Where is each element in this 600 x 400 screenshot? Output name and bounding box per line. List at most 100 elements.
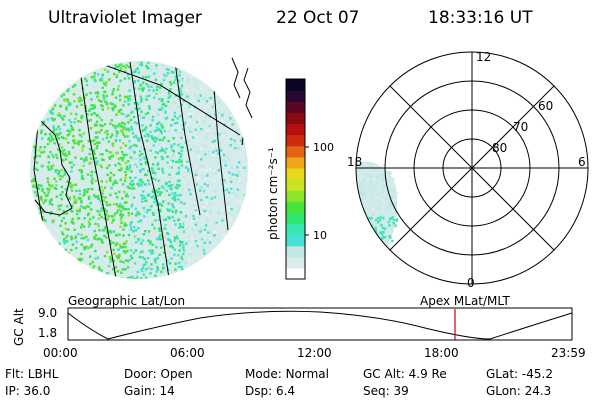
emission-speckle	[239, 181, 242, 184]
polar-speckle	[373, 194, 376, 197]
polar-speckle	[371, 177, 374, 180]
polar-speckle	[372, 173, 375, 176]
emission-speckle	[65, 154, 68, 157]
emission-speckle	[65, 212, 69, 215]
polar-speckle	[391, 239, 394, 243]
emission-speckle	[93, 236, 96, 239]
emission-speckle	[173, 236, 177, 239]
emission-speckle	[67, 104, 70, 107]
emission-speckle	[172, 81, 176, 84]
polar-speckle	[356, 242, 359, 245]
emission-speckle	[87, 195, 91, 199]
emission-speckle	[90, 174, 93, 177]
emission-speckle	[64, 227, 68, 231]
emission-speckle	[106, 129, 109, 133]
polar-speckle	[369, 180, 372, 184]
emission-speckle	[135, 213, 139, 216]
emission-speckle	[94, 156, 98, 160]
emission-speckle	[178, 223, 182, 226]
emission-speckle	[124, 242, 127, 245]
emission-speckle	[124, 144, 127, 147]
emission-speckle	[152, 89, 155, 92]
emission-speckle	[171, 196, 174, 200]
emission-speckle	[63, 173, 66, 176]
emission-speckle	[163, 110, 167, 113]
emission-speckle	[153, 243, 156, 246]
emission-speckle	[63, 212, 66, 215]
emission-speckle	[78, 193, 82, 196]
emission-speckle	[137, 184, 141, 188]
emission-speckle	[170, 274, 173, 277]
emission-speckle	[125, 193, 128, 196]
emission-speckle	[146, 192, 149, 195]
emission-speckle	[224, 126, 227, 129]
emission-speckle	[169, 176, 172, 180]
emission-speckle	[104, 100, 107, 103]
emission-speckle	[136, 122, 139, 125]
emission-speckle	[231, 123, 234, 126]
polar-speckle	[363, 164, 366, 167]
emission-speckle	[230, 166, 234, 169]
emission-speckle	[96, 141, 99, 144]
polar-speckle	[360, 175, 364, 179]
emission-speckle	[119, 218, 122, 221]
emission-speckle	[181, 146, 184, 149]
polar-speckle	[356, 182, 357, 185]
emission-speckle	[96, 238, 99, 241]
emission-speckle	[164, 218, 168, 221]
emission-speckle	[224, 120, 227, 124]
emission-speckle	[117, 162, 120, 165]
emission-speckle	[157, 128, 160, 131]
emission-speckle	[144, 183, 147, 186]
emission-speckle	[144, 112, 148, 116]
emission-speckle	[219, 178, 222, 181]
emission-speckle	[179, 95, 182, 98]
polar-speckle	[361, 191, 364, 195]
emission-speckle	[114, 105, 117, 108]
colorbar-cell	[286, 245, 305, 258]
emission-speckle	[134, 249, 138, 252]
emission-speckle	[170, 155, 173, 159]
emission-speckle	[173, 115, 176, 118]
emission-speckle	[168, 173, 171, 176]
emission-speckle	[81, 146, 85, 149]
emission-speckle	[178, 230, 181, 233]
emission-speckle	[171, 246, 174, 249]
emission-speckle	[170, 166, 173, 169]
emission-speckle	[87, 197, 91, 201]
emission-speckle	[181, 188, 184, 191]
emission-speckle	[162, 187, 165, 190]
emission-speckle	[128, 164, 132, 167]
emission-speckle	[214, 133, 217, 136]
emission-speckle	[148, 249, 151, 252]
polar-speckle	[356, 187, 358, 190]
emission-speckle	[206, 132, 209, 135]
emission-speckle	[162, 76, 166, 80]
emission-speckle	[149, 149, 153, 152]
emission-speckle	[117, 168, 121, 172]
emission-speckle	[143, 210, 146, 213]
polar-speckle	[380, 224, 383, 227]
emission-speckle	[173, 219, 176, 222]
emission-speckle	[69, 124, 73, 127]
emission-speckle	[140, 61, 143, 64]
emission-speckle	[147, 169, 150, 173]
emission-speckle	[151, 220, 154, 223]
emission-speckle	[149, 139, 152, 142]
emission-speckle	[121, 128, 124, 131]
emission-speckle	[207, 190, 210, 193]
polar-plot: 12 18 6 0 60 70 80	[347, 50, 589, 290]
colorbar: 100 10 photon cm⁻²s⁻¹	[266, 78, 334, 280]
emission-speckle	[202, 204, 205, 207]
emission-speckle	[235, 128, 238, 132]
polar-speckle	[376, 175, 379, 178]
emission-speckle	[188, 127, 191, 130]
colorbar-cell	[286, 90, 305, 102]
emission-speckle	[101, 73, 104, 77]
emission-speckle	[113, 252, 116, 255]
emission-speckle	[90, 243, 94, 246]
mlt-label-0: 0	[467, 276, 475, 290]
emission-speckle	[190, 200, 193, 204]
emission-speckle	[155, 199, 158, 202]
emission-speckle	[57, 214, 61, 217]
